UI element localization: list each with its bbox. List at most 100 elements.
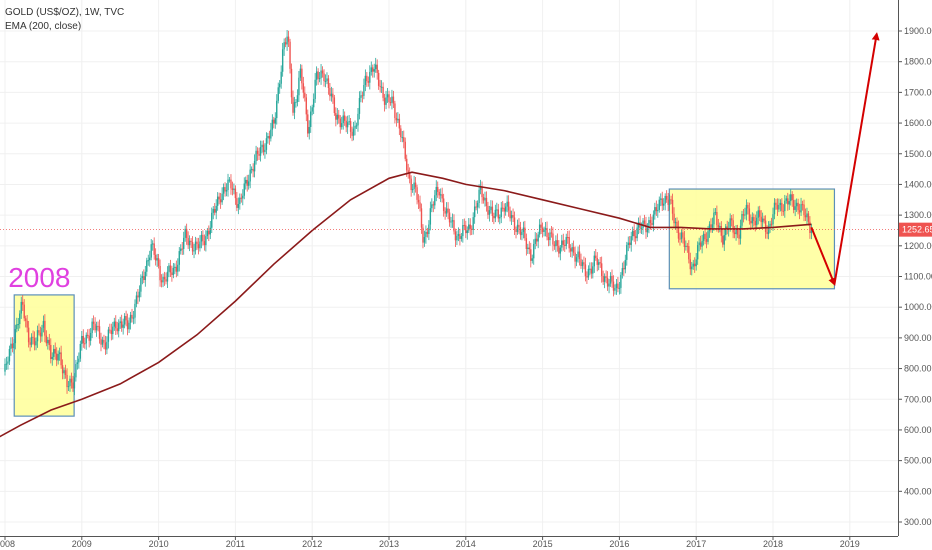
candle-body xyxy=(478,189,480,203)
candle-body xyxy=(522,227,525,232)
candle-body xyxy=(779,202,782,205)
candle-body xyxy=(29,342,31,345)
legend-indicator: EMA (200, close) xyxy=(5,21,82,32)
candle-body xyxy=(790,194,792,202)
candle-body xyxy=(128,322,130,330)
candle-body xyxy=(24,318,27,321)
candle-body xyxy=(784,200,786,212)
candle-body xyxy=(333,97,336,114)
candle-body xyxy=(668,199,671,205)
candle-body xyxy=(589,268,591,270)
candle-body xyxy=(267,136,269,139)
candle-body xyxy=(281,49,284,72)
candle-body xyxy=(468,224,470,231)
candle-body xyxy=(53,348,55,357)
candle-body xyxy=(434,195,436,206)
candle-body xyxy=(671,199,674,214)
candle-body xyxy=(748,208,751,222)
candle-body xyxy=(110,330,113,335)
candle-body xyxy=(188,240,191,246)
current-price-tag: 1252.65 xyxy=(899,222,932,237)
candle-body xyxy=(682,232,684,238)
candle-body xyxy=(70,378,73,383)
candle-body xyxy=(211,212,213,228)
candle-body xyxy=(342,115,344,124)
candle-body xyxy=(385,97,387,105)
candle-body xyxy=(685,245,687,247)
candle-body xyxy=(447,208,449,213)
candle-body xyxy=(469,224,471,229)
candle-body xyxy=(654,207,656,215)
candle-body xyxy=(326,78,328,81)
candle-body xyxy=(534,238,536,244)
candle-body xyxy=(473,206,476,218)
candle-body xyxy=(317,71,319,79)
candle-body xyxy=(4,363,6,372)
candle-body xyxy=(637,222,640,228)
price-tag-label: 1252.65 xyxy=(902,225,932,235)
candle-body xyxy=(689,259,691,270)
candle-body xyxy=(549,232,551,241)
y-axis[interactable]: 300.00 400.00 500.00 600.00 700.00 800.00 900.… xyxy=(898,0,932,536)
candle-body xyxy=(629,242,631,245)
candle-body xyxy=(732,220,734,233)
candle-body xyxy=(747,204,749,209)
candle-body xyxy=(521,231,523,236)
candle-body xyxy=(519,227,522,236)
candle-body xyxy=(299,68,302,78)
candle-body xyxy=(745,204,748,215)
candle-body xyxy=(50,344,52,360)
candle-body xyxy=(541,227,544,232)
candle-body xyxy=(618,287,621,289)
candle-body xyxy=(485,197,488,207)
candle-body xyxy=(120,321,123,328)
candle-body xyxy=(363,84,365,96)
candle-body xyxy=(268,136,271,139)
candle-body xyxy=(44,320,46,336)
candle-body xyxy=(595,255,597,259)
candle-body xyxy=(208,230,210,235)
candle-body xyxy=(770,223,773,225)
candlesticks xyxy=(4,29,813,396)
candle-body xyxy=(289,41,291,69)
candle-body xyxy=(788,201,790,205)
candle-body xyxy=(596,258,598,265)
highlight-box xyxy=(13,294,75,417)
candle-body xyxy=(35,341,37,346)
candle-body xyxy=(310,111,312,127)
x-axis[interactable]: 2008 2009 2010 2011 2012 2013 2014 2015 2016 2017… xyxy=(0,536,898,549)
x-tick-label: 2018 xyxy=(763,539,783,549)
candle-body xyxy=(623,268,625,270)
candle-body xyxy=(370,67,372,72)
candle-body xyxy=(392,96,395,104)
candle-body xyxy=(497,209,499,219)
candle-body xyxy=(528,247,531,250)
x-tick-label: 2016 xyxy=(609,539,629,549)
candle-body xyxy=(20,301,22,314)
candle-body xyxy=(736,229,739,235)
candle-body xyxy=(329,88,331,97)
candle-body xyxy=(720,226,723,236)
candle-body xyxy=(711,224,714,228)
candle-body xyxy=(609,275,612,284)
candle-body xyxy=(144,271,147,281)
candle-body xyxy=(646,228,649,233)
candle-body xyxy=(296,95,299,102)
candle-body xyxy=(307,114,309,134)
candle-body xyxy=(249,169,251,182)
candle-body xyxy=(764,220,767,233)
candle-body xyxy=(137,295,139,298)
ema-line xyxy=(0,171,812,438)
candle-body xyxy=(581,262,584,267)
candle-body xyxy=(298,77,300,96)
candle-body xyxy=(571,247,573,252)
candle-body xyxy=(705,239,708,242)
candle-body xyxy=(634,236,637,239)
candle-body xyxy=(193,250,195,252)
candle-body xyxy=(680,232,683,239)
candle-body xyxy=(30,336,33,345)
candle-body xyxy=(525,238,528,249)
candle-body xyxy=(375,64,377,70)
candle-body xyxy=(154,254,157,261)
